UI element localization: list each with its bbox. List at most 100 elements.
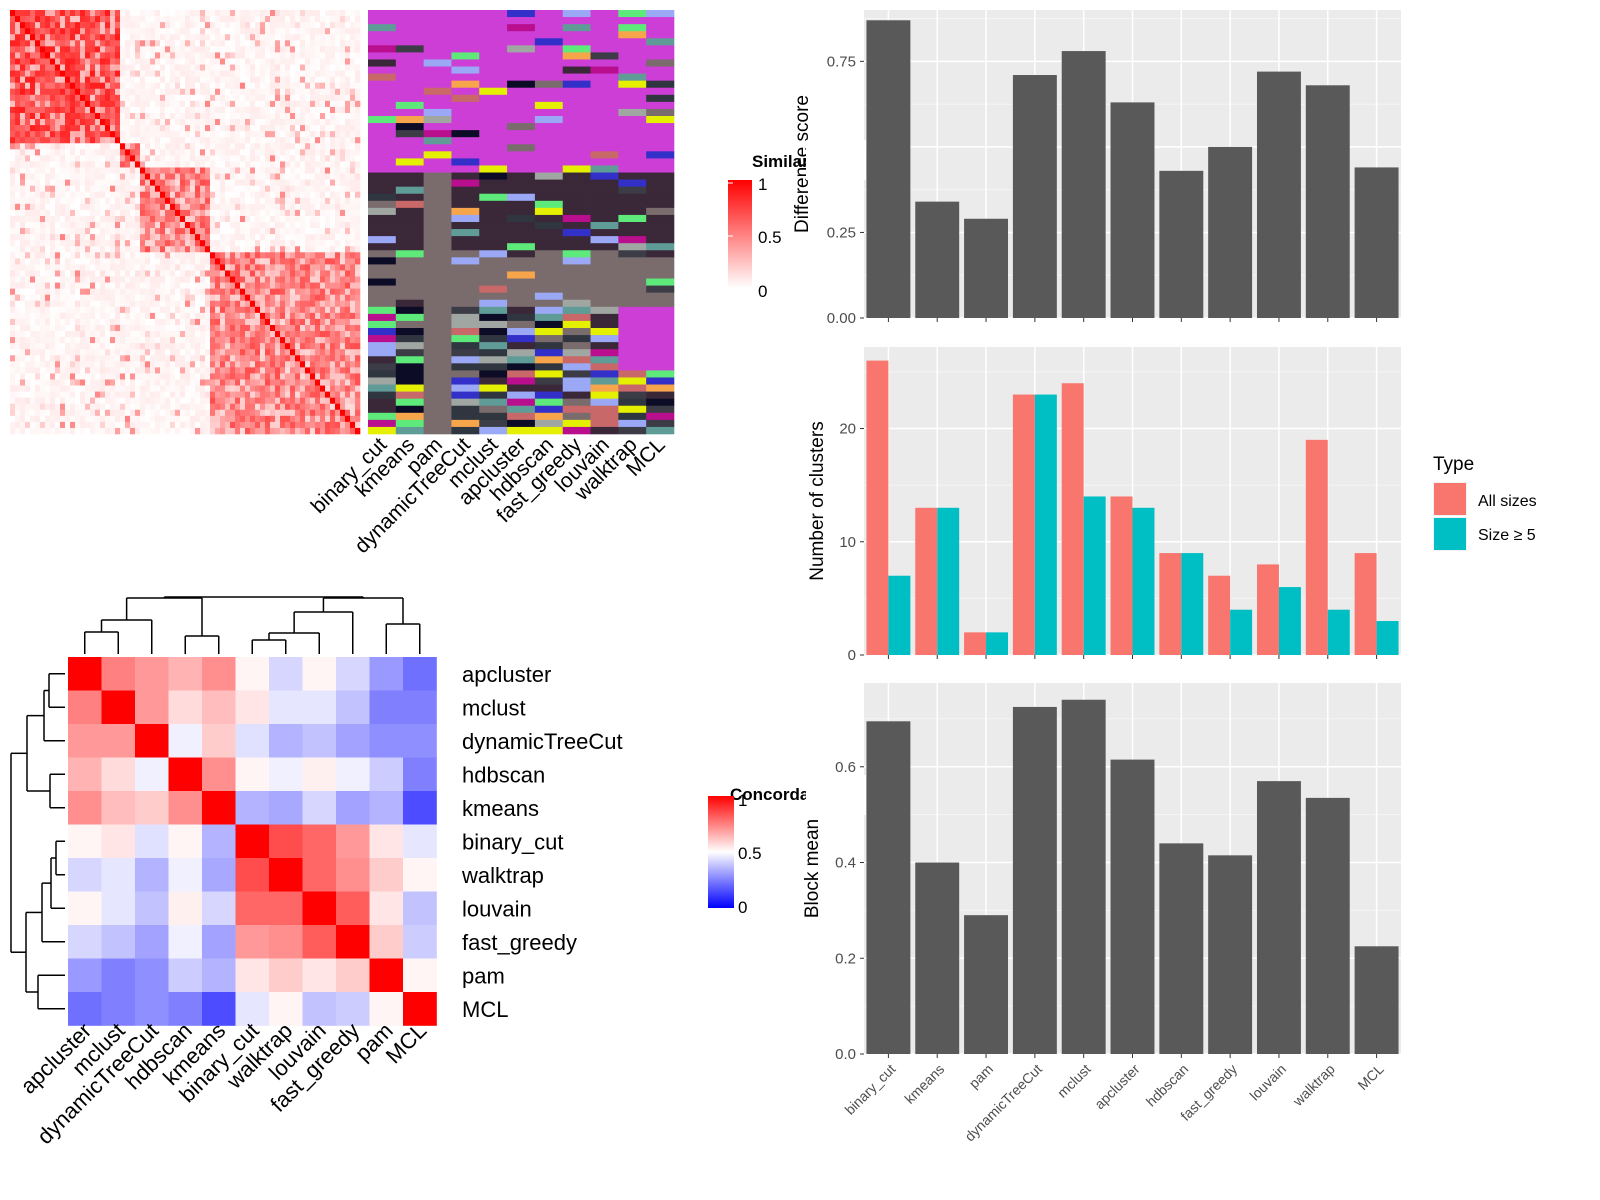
similarity-cell xyxy=(150,276,156,283)
similarity-cell xyxy=(180,112,186,120)
similarity-cell xyxy=(45,209,51,217)
similarity-cell xyxy=(190,28,196,35)
similarity-cell xyxy=(35,385,41,392)
similarity-cell xyxy=(265,324,271,332)
similarity-cell xyxy=(310,203,316,211)
similarity-cell xyxy=(290,337,296,344)
similarity-cell xyxy=(125,349,131,356)
similarity-cell xyxy=(60,46,66,53)
similarity-cell xyxy=(310,173,316,180)
similarity-cell xyxy=(115,16,121,23)
similarity-cell xyxy=(200,258,206,265)
similarity-cell xyxy=(60,10,66,17)
similarity-cell xyxy=(155,421,161,429)
similarity-cell xyxy=(105,209,111,217)
similarity-cell xyxy=(65,355,71,362)
similarity-cell xyxy=(60,34,66,41)
similarity-cell xyxy=(195,125,201,132)
similarity-cell xyxy=(95,355,101,362)
similarity-cell xyxy=(265,16,271,23)
similarity-cell xyxy=(315,100,321,108)
similarity-cell xyxy=(95,294,101,302)
similarity-cell xyxy=(95,264,101,271)
similarity-cell xyxy=(90,397,96,405)
similarity-cell xyxy=(355,70,361,77)
similarity-cell xyxy=(225,28,231,35)
similarity-cell xyxy=(50,167,56,174)
similarity-cell xyxy=(215,76,221,83)
similarity-cell xyxy=(330,137,336,144)
similarity-cell xyxy=(150,137,156,144)
similarity-cell xyxy=(65,312,71,320)
similarity-cell xyxy=(335,76,341,83)
similarity-cell xyxy=(295,100,301,108)
similarity-cell xyxy=(295,131,301,138)
similarity-cell xyxy=(285,270,291,277)
similarity-cell xyxy=(40,282,46,289)
similarity-cell xyxy=(295,76,301,83)
similarity-cell xyxy=(155,88,161,96)
similarity-cell xyxy=(295,234,301,241)
similarity-cell xyxy=(90,343,96,350)
similarity-cell xyxy=(290,197,296,205)
similarity-cell xyxy=(355,331,361,338)
similarity-cell xyxy=(345,385,351,392)
similarity-cell xyxy=(335,179,341,186)
similarity-cell xyxy=(225,191,231,199)
similarity-cell xyxy=(130,209,136,217)
similarity-cell xyxy=(130,191,136,199)
similarity-cell xyxy=(85,415,91,423)
similarity-cell xyxy=(230,215,236,223)
similarity-cell xyxy=(60,403,66,411)
similarity-cell xyxy=(240,252,246,259)
similarity-cell xyxy=(135,131,141,138)
similarity-cell xyxy=(235,52,241,59)
similarity-cell xyxy=(255,161,261,168)
similarity-cell xyxy=(110,300,116,308)
similarity-cell xyxy=(15,312,21,320)
similarity-cell xyxy=(255,403,261,411)
similarity-cell xyxy=(235,415,241,423)
label-cell xyxy=(368,426,397,435)
similarity-cell xyxy=(160,300,166,308)
similarity-cell xyxy=(35,185,41,193)
similarity-cell xyxy=(180,361,186,368)
similarity-cell xyxy=(190,391,196,398)
similarity-cell xyxy=(125,149,131,156)
similarity-cell xyxy=(355,179,361,186)
similarity-cell xyxy=(135,203,141,211)
similarity-cell xyxy=(160,349,166,356)
similarity-cell xyxy=(205,312,211,320)
similarity-cell xyxy=(205,331,211,338)
similarity-cell xyxy=(290,373,296,380)
similarity-cell xyxy=(135,125,141,132)
label-cell xyxy=(368,186,397,195)
similarity-cell xyxy=(230,306,236,314)
similarity-cell xyxy=(140,276,146,283)
similarity-cell xyxy=(160,215,166,223)
similarity-cell xyxy=(115,100,121,108)
similarity-cell xyxy=(320,143,326,150)
label-cell xyxy=(368,31,397,39)
similarity-cell xyxy=(185,403,191,411)
similarity-cell xyxy=(90,415,96,423)
similarity-cell xyxy=(10,240,16,247)
similarity-cell xyxy=(275,46,281,53)
similarity-cell xyxy=(70,343,76,350)
similarity-cell xyxy=(180,222,186,229)
similarity-cell xyxy=(105,427,111,435)
similarity-cell xyxy=(305,318,311,326)
similarity-cell xyxy=(15,373,21,380)
similarity-cell xyxy=(355,397,361,405)
similarity-cell xyxy=(215,270,221,277)
similarity-cell xyxy=(160,270,166,277)
similarity-cell xyxy=(290,155,296,162)
similarity-cell xyxy=(80,282,86,289)
similarity-cell xyxy=(75,288,81,295)
similarity-cell xyxy=(50,337,56,344)
similarity-cell xyxy=(255,52,261,59)
similarity-cell xyxy=(260,52,266,59)
similarity-cell xyxy=(75,46,81,53)
similarity-cell xyxy=(120,64,126,71)
label-cell xyxy=(368,313,397,322)
